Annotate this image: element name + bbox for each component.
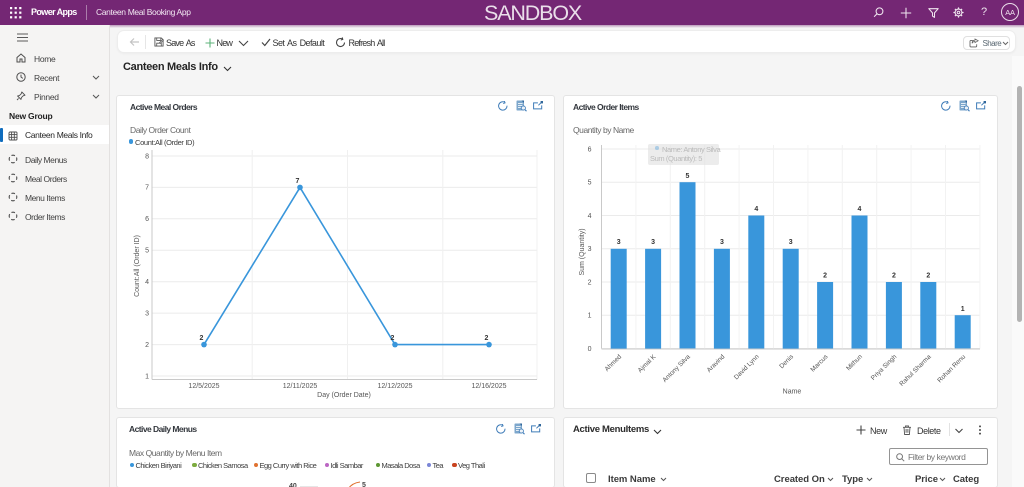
svg-text:2: 2 bbox=[588, 279, 592, 286]
svg-text:Ahmed: Ahmed bbox=[604, 353, 624, 373]
svg-text:Count:All (Order ID): Count:All (Order ID) bbox=[134, 235, 141, 297]
svg-text:7: 7 bbox=[145, 185, 149, 192]
svg-text:2: 2 bbox=[200, 335, 204, 342]
svg-text:8: 8 bbox=[145, 153, 149, 160]
svg-text:2: 2 bbox=[391, 335, 395, 342]
svg-text:5: 5 bbox=[588, 180, 592, 187]
svg-text:12/12/2025: 12/12/2025 bbox=[377, 383, 412, 390]
svg-text:Mithun: Mithun bbox=[845, 353, 864, 372]
svg-text:3: 3 bbox=[720, 239, 724, 246]
svg-text:2: 2 bbox=[485, 335, 489, 342]
svg-text:Aravind: Aravind bbox=[706, 353, 727, 374]
svg-text:3: 3 bbox=[588, 246, 592, 253]
svg-text:Denis: Denis bbox=[778, 353, 795, 370]
svg-text:6: 6 bbox=[588, 146, 592, 153]
svg-text:4: 4 bbox=[145, 279, 149, 286]
svg-text:2: 2 bbox=[926, 273, 930, 280]
svg-text:4: 4 bbox=[858, 206, 862, 213]
svg-text:1: 1 bbox=[145, 373, 149, 380]
svg-text:Sum (Quantity): Sum (Quantity) bbox=[579, 228, 586, 275]
svg-text:0: 0 bbox=[588, 346, 592, 353]
svg-text:2: 2 bbox=[892, 273, 896, 280]
svg-text:Priya Singh: Priya Singh bbox=[870, 353, 899, 382]
svg-text:Day (Order Date): Day (Order Date) bbox=[317, 392, 371, 399]
svg-text:1: 1 bbox=[588, 313, 592, 320]
svg-text:40: 40 bbox=[289, 483, 297, 487]
svg-text:6: 6 bbox=[145, 216, 149, 223]
svg-text:3: 3 bbox=[617, 239, 621, 246]
svg-text:Antony Silva: Antony Silva bbox=[661, 353, 692, 384]
svg-text:Ajmal K: Ajmal K bbox=[637, 353, 658, 374]
svg-text:3: 3 bbox=[651, 239, 655, 246]
svg-text:12/5/2025: 12/5/2025 bbox=[188, 383, 219, 390]
svg-text:1: 1 bbox=[961, 306, 965, 313]
svg-text:5: 5 bbox=[145, 248, 149, 255]
svg-text:3: 3 bbox=[145, 310, 149, 317]
svg-text:4: 4 bbox=[754, 206, 758, 213]
svg-text:Rahul Sharma: Rahul Sharma bbox=[898, 353, 933, 388]
svg-text:3: 3 bbox=[789, 239, 793, 246]
svg-text:2: 2 bbox=[145, 342, 149, 349]
svg-text:4: 4 bbox=[588, 213, 592, 220]
svg-text:Marcus: Marcus bbox=[809, 353, 830, 374]
svg-text:12/11/2025: 12/11/2025 bbox=[283, 383, 318, 390]
svg-text:5: 5 bbox=[686, 173, 690, 180]
svg-text:Rohan Renu: Rohan Renu bbox=[936, 353, 967, 384]
svg-text:Name: Name bbox=[783, 389, 802, 396]
svg-text:David Lynn: David Lynn bbox=[733, 353, 761, 381]
svg-text:2: 2 bbox=[823, 273, 827, 280]
svg-text:7: 7 bbox=[296, 178, 300, 185]
svg-text:5: 5 bbox=[362, 482, 366, 487]
svg-text:12/16/2025: 12/16/2025 bbox=[471, 383, 506, 390]
